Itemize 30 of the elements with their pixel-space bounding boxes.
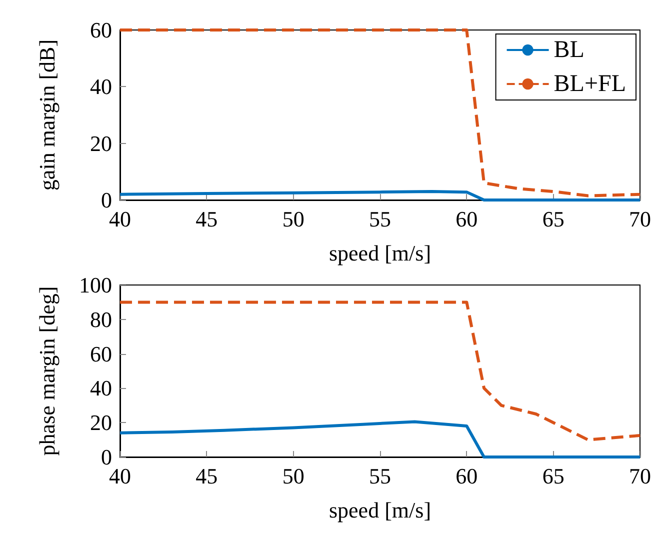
x-tick-label: 45 [196,206,218,232]
x-tick-label: 60 [456,206,478,232]
x-axis-title: speed [m/s] [328,498,432,522]
x-tick-label: 50 [282,464,304,488]
y-tick-label: 0 [101,444,112,470]
y-axis-title: gain margin [dB] [34,39,60,191]
y-axis-title: phase margin [deg] [34,286,60,456]
y-tick-label: 40 [90,74,112,100]
legend-label: BL [554,37,584,63]
x-tick-label: 70 [629,206,651,232]
y-tick-label: 60 [90,18,112,42]
x-tick-label: 45 [196,464,218,488]
line-series [118,28,642,198]
y-tick-label: 100 [79,272,112,298]
x-tick-label: 65 [542,206,564,232]
y-tick-label: 60 [90,341,112,366]
y-tick-label: 40 [90,376,112,401]
line-series [118,300,642,442]
x-axis-title: speed [m/s] [328,240,432,266]
x-tick-label: 70 [629,464,651,488]
y-tick-label: 20 [90,130,112,156]
x-tick-label: 55 [369,464,391,488]
y-tick-label: 20 [90,410,112,436]
y-tick-label: 80 [90,306,112,332]
x-tick-label: 50 [282,206,304,232]
legend-label: BL+FL [554,71,626,97]
y-tick-label: 0 [101,188,112,212]
x-tick-label: 60 [456,464,478,488]
x-tick-label: 65 [542,464,564,488]
x-tick-label: 55 [369,206,391,232]
